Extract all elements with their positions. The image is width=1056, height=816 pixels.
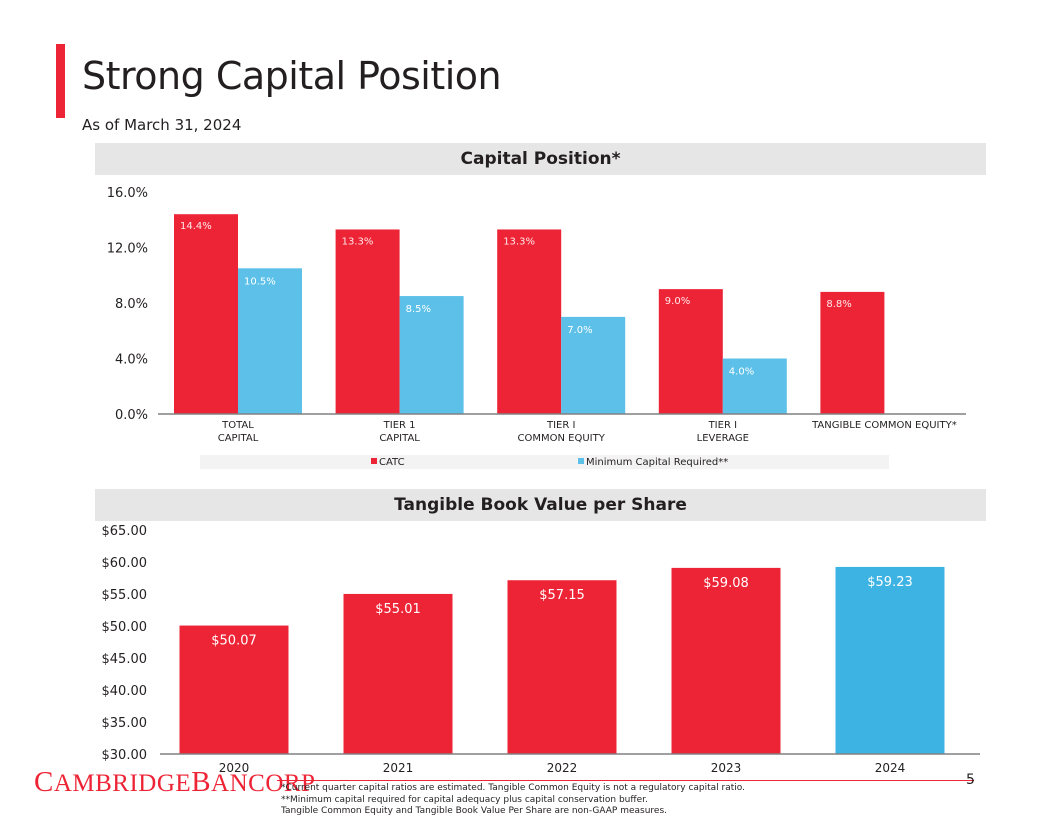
capital-y-tick-label: 8.0%: [115, 297, 148, 312]
minimum-capital-bar: [399, 296, 464, 414]
capital-data-label: 13.3%: [342, 236, 374, 247]
capital-data-label: 7.0%: [567, 325, 592, 336]
capital-category-label: CAPITAL: [218, 433, 259, 444]
tbv-data-label: $55.01: [375, 602, 421, 617]
tbv-bar: [671, 567, 781, 754]
cambridge-bancorp-logo: CAMBRIDGEBANCORP: [34, 766, 316, 798]
capital-position-chart: 0.0% 4.0% 8.0% 12.0% 16.0% 14.4% 10.5% TOTAL CAP…: [107, 186, 966, 469]
tbv-y-tick-label: $30.00: [102, 748, 148, 763]
capital-category-label: COMMON EQUITY: [518, 433, 606, 444]
footnote-3: Tangible Common Equity and Tangible Book…: [281, 806, 668, 816]
tbv-y-tick-label: $60.00: [102, 556, 148, 571]
capital-y-tick-label: 12.0%: [107, 242, 148, 257]
capital-y-tick-label: 0.0%: [115, 408, 148, 423]
capital-category-label: TOTAL: [221, 420, 254, 431]
page-title: Strong Capital Position: [82, 54, 502, 98]
capital-data-label: 4.0%: [729, 367, 754, 378]
tbv-category-label: 2022: [547, 761, 578, 775]
title-accent-bar: [56, 44, 65, 118]
tbv-data-label: $50.07: [211, 634, 257, 649]
capital-category-label: LEVERAGE: [697, 433, 749, 444]
catc-bar: [658, 289, 723, 414]
page-subtitle: As of March 31, 2024: [82, 116, 242, 134]
tbv-y-tick-label: $50.00: [102, 620, 148, 635]
tbv-bar: [179, 625, 289, 754]
minimum-capital-bar: [722, 358, 787, 414]
tbv-y-tick-label: $65.00: [102, 524, 148, 539]
capital-data-label: 8.5%: [406, 304, 431, 315]
capital-category-label: TIER 1: [383, 420, 416, 431]
tbv-chart-title: Tangible Book Value per Share: [95, 489, 986, 521]
catc-bar: [497, 229, 562, 414]
tbv-y-tick-label: $45.00: [102, 652, 148, 667]
tbv-bar: [835, 566, 945, 754]
minimum-capital-bar: [238, 268, 302, 414]
capital-category-label: TIER I: [708, 420, 737, 431]
capital-y-tick-label: 4.0%: [115, 353, 148, 368]
capital-data-label: 9.0%: [665, 296, 690, 307]
tbv-data-label: $57.15: [539, 588, 585, 603]
capital-chart-title: Capital Position*: [95, 143, 986, 175]
page-number: 5: [966, 772, 975, 788]
catc-bar: [820, 291, 885, 414]
tbv-category-label: 2021: [383, 761, 414, 775]
capital-data-label: 13.3%: [503, 236, 535, 247]
capital-data-label: 14.4%: [180, 221, 212, 232]
footnotes: *Current quarter capital ratios are esti…: [281, 783, 745, 816]
tbv-category-label: 2020: [219, 761, 250, 775]
legend-label-minimum: Minimum Capital Required**: [586, 457, 728, 468]
capital-y-tick-label: 16.0%: [107, 186, 148, 201]
footnote-1: *Current quarter capital ratios are esti…: [281, 783, 745, 793]
tbv-category-label: 2023: [711, 761, 742, 775]
legend-label-catc: CATC: [379, 457, 405, 468]
capital-category-label: CAPITAL: [379, 433, 420, 444]
footnote-2: **Minimum capital required for capital a…: [281, 794, 648, 805]
capital-category-label: TANGIBLE COMMON EQUITY*: [811, 420, 957, 431]
tbv-category-label: 2024: [875, 761, 906, 775]
tbv-data-label: $59.23: [867, 575, 913, 590]
tbv-bar: [343, 593, 453, 754]
footer-rule: [277, 780, 974, 781]
catc-bar: [335, 229, 400, 414]
tbv-y-tick-label: $35.00: [102, 716, 148, 731]
catc-bar: [174, 214, 238, 414]
tbv-y-tick-label: $40.00: [102, 684, 148, 699]
capital-data-label: 8.8%: [826, 299, 851, 310]
legend-swatch-catc: [371, 458, 377, 464]
tbv-bar: [507, 580, 617, 754]
capital-category-label: TIER I: [546, 420, 575, 431]
legend-swatch-minimum: [578, 458, 584, 464]
minimum-capital-bar: [561, 316, 626, 414]
capital-data-label: 10.5%: [244, 276, 276, 287]
tbv-y-tick-label: $55.00: [102, 588, 148, 603]
tbv-data-label: $59.08: [703, 576, 749, 591]
